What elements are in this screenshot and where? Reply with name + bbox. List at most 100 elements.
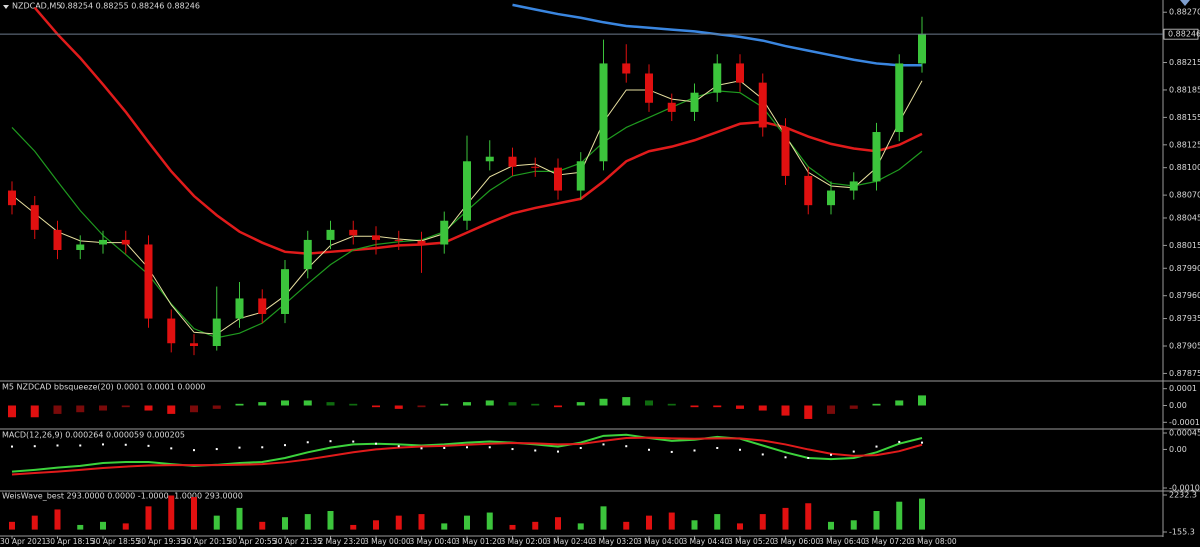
volume-bar bbox=[737, 523, 743, 530]
macd-dot bbox=[56, 444, 59, 447]
macd-dot bbox=[557, 450, 559, 453]
y-tick-label: 0.87990 bbox=[1169, 264, 1200, 273]
histogram-bar bbox=[326, 402, 335, 406]
macd-dot bbox=[284, 444, 286, 447]
macd-dot bbox=[625, 445, 628, 448]
candle-body bbox=[736, 63, 744, 83]
volume-bar bbox=[191, 497, 197, 530]
macd-dot bbox=[807, 457, 810, 460]
x-tick-label: 3 May 04:40 bbox=[683, 537, 730, 546]
macd-dot bbox=[238, 446, 241, 449]
ohlc-readout: 0.88254 0.88255 0.88246 0.88246 bbox=[60, 2, 200, 11]
x-tick-label: 3 May 03:20 bbox=[592, 537, 639, 546]
candle-body bbox=[895, 63, 904, 133]
candle-body bbox=[99, 239, 107, 245]
histogram-bar bbox=[804, 405, 813, 419]
x-tick-label: 3 May 06:40 bbox=[819, 537, 866, 546]
macd-dot bbox=[306, 441, 309, 444]
volume-bar bbox=[782, 507, 789, 530]
histogram-bar bbox=[690, 405, 699, 408]
candle-body bbox=[690, 92, 699, 112]
y-tick-label: -0.0001 bbox=[1169, 418, 1200, 427]
macd-line bbox=[11, 436, 923, 476]
macd-dot bbox=[329, 440, 332, 443]
macd-dot bbox=[170, 447, 173, 450]
candle-body bbox=[212, 318, 221, 346]
menu-arrow[interactable] bbox=[3, 5, 9, 9]
macd-dot bbox=[375, 442, 377, 445]
y-tick-label: -155.3 bbox=[1169, 528, 1195, 537]
volume-bar bbox=[327, 510, 334, 530]
macd-dot bbox=[761, 453, 764, 456]
volume-bar bbox=[418, 514, 425, 530]
candle-body bbox=[258, 298, 267, 314]
candle-body bbox=[167, 318, 176, 344]
macd-dot bbox=[352, 440, 355, 443]
histogram-bar bbox=[463, 402, 471, 406]
histogram-bar bbox=[8, 405, 16, 418]
volume-bar bbox=[577, 523, 584, 530]
current-price-box bbox=[1163, 28, 1199, 40]
x-tick-label: 3 May 07:20 bbox=[865, 537, 912, 546]
volume-bar bbox=[282, 517, 288, 530]
histogram-bar bbox=[76, 405, 85, 413]
volume-bar bbox=[304, 514, 311, 530]
macd-dot bbox=[602, 443, 605, 446]
x-tick-label: 3 May 06:00 bbox=[774, 537, 821, 546]
macd-dot bbox=[443, 446, 446, 449]
x-tick-label: 3 May 00:00 bbox=[364, 537, 411, 546]
candle-body bbox=[713, 63, 722, 93]
histogram-bar bbox=[508, 402, 517, 406]
histogram-bar bbox=[622, 397, 631, 406]
macd-dot bbox=[534, 449, 537, 452]
candle-body bbox=[508, 156, 517, 167]
macd-dot bbox=[784, 456, 787, 459]
macd-dot bbox=[215, 448, 218, 451]
histogram-bar bbox=[258, 402, 267, 406]
x-tick-label: 3 May 08:00 bbox=[910, 537, 957, 546]
histogram-bar bbox=[99, 405, 107, 411]
macd-dot bbox=[420, 447, 423, 450]
volume-bar bbox=[805, 503, 812, 530]
candle-body bbox=[417, 240, 426, 245]
histogram-bar bbox=[599, 398, 608, 406]
macd-dot bbox=[921, 441, 923, 444]
x-tick-label: 30 Apr 18:15 bbox=[46, 537, 95, 546]
volume-bar bbox=[668, 512, 675, 530]
macd-dot bbox=[875, 445, 878, 448]
histogram-bar bbox=[918, 395, 926, 406]
macd-dot bbox=[511, 448, 514, 451]
panel-title: NZDCAD,M5 bbox=[12, 2, 61, 11]
histogram-bar bbox=[417, 405, 426, 408]
volume-bar bbox=[714, 514, 721, 530]
volume-bar bbox=[691, 520, 698, 530]
volume-bar bbox=[441, 523, 448, 530]
histogram-bar bbox=[667, 403, 676, 406]
candle-body bbox=[190, 343, 198, 346]
x-tick-label: 30 Apr 19:35 bbox=[137, 537, 186, 546]
macd-dot bbox=[579, 446, 582, 449]
x-tick-label: 30 Apr 20:55 bbox=[228, 537, 277, 546]
histogram-bar bbox=[190, 405, 198, 413]
candle-body bbox=[281, 269, 289, 314]
candle-body bbox=[485, 156, 494, 162]
x-tick-label: 3 May 02:00 bbox=[501, 537, 548, 546]
volume-bar bbox=[350, 524, 357, 530]
candle-body bbox=[76, 244, 85, 250]
candle-body bbox=[576, 161, 585, 191]
candle-body bbox=[394, 239, 403, 241]
y-tick-label: 0.88125 bbox=[1169, 140, 1200, 149]
histogram-bar bbox=[281, 400, 289, 406]
macd-dot bbox=[397, 445, 400, 448]
volume-bar bbox=[896, 501, 903, 530]
candle-body bbox=[645, 73, 653, 103]
panel-title: WeisWave_best 293.0000 0.0000 -1.0000 -1… bbox=[2, 492, 243, 501]
y-tick-label: 0.88270 bbox=[1169, 8, 1200, 17]
y-tick-label: 0.87960 bbox=[1169, 291, 1200, 300]
histogram-bar bbox=[235, 403, 244, 406]
x-tick-label: 3 May 05:20 bbox=[728, 537, 775, 546]
macd-dot bbox=[716, 446, 719, 449]
macd-dot bbox=[102, 443, 104, 446]
volume-bar bbox=[373, 520, 379, 530]
volume-bar bbox=[168, 495, 175, 530]
